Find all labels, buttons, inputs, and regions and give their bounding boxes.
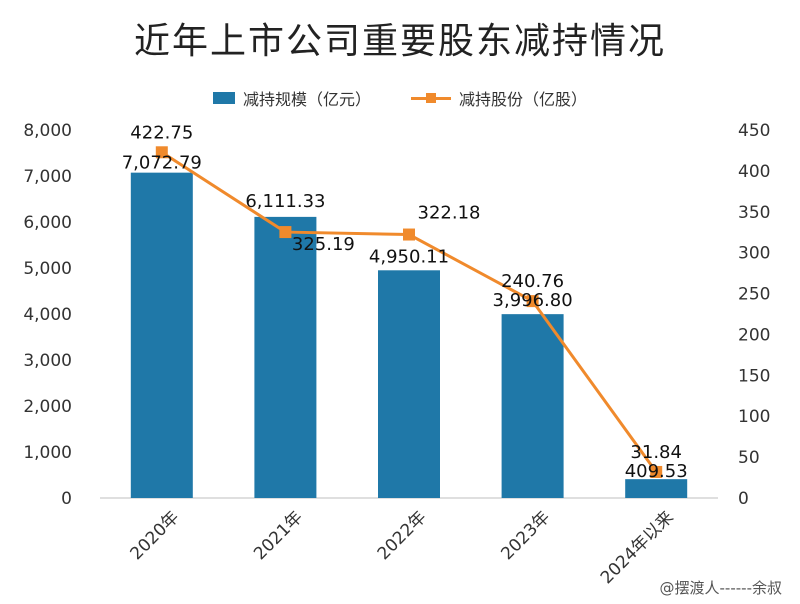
line-point xyxy=(155,146,168,159)
left-tick-label: 4,000 xyxy=(23,305,72,325)
line-point xyxy=(279,226,292,239)
legend-item-line: 减持股份（亿股） xyxy=(411,86,587,110)
category-label: 2022年 xyxy=(374,507,431,564)
bar xyxy=(625,479,688,498)
left-tick-label: 1,000 xyxy=(23,443,72,463)
legend-swatch-bar xyxy=(212,92,235,104)
right-tick-label: 150 xyxy=(738,366,770,386)
legend-label-line: 减持股份（亿股） xyxy=(459,90,588,109)
chart-legend: 减持规模（亿元） 减持股份（亿股） xyxy=(0,86,800,110)
right-tick-label: 400 xyxy=(738,162,770,182)
bar-data-label: 7,072.79 xyxy=(122,153,202,174)
bar xyxy=(130,172,193,498)
category-label: 2023年 xyxy=(497,507,554,564)
right-tick-label: 50 xyxy=(738,448,760,468)
line-data-label: 322.18 xyxy=(418,203,481,224)
bar xyxy=(254,216,317,498)
right-tick-label: 200 xyxy=(738,325,770,345)
bar xyxy=(501,314,564,498)
right-tick-label: 250 xyxy=(738,285,770,305)
line-point xyxy=(403,228,415,241)
bar-data-label: 409.53 xyxy=(625,461,688,482)
bar-data-label: 6,111.33 xyxy=(245,191,325,212)
right-tick-label: 0 xyxy=(738,489,749,509)
line-data-label: 422.75 xyxy=(130,122,193,143)
right-tick-label: 350 xyxy=(738,203,770,223)
chart-title: 近年上市公司重要股东减持情况 xyxy=(133,21,666,62)
left-tick-label: 5,000 xyxy=(23,259,72,279)
right-tick-label: 300 xyxy=(738,244,770,264)
source-watermark: @摆渡人------余叔 xyxy=(659,579,782,597)
legend-swatch-line xyxy=(411,92,451,104)
bar xyxy=(378,270,440,498)
right-tick-label: 450 xyxy=(738,121,770,141)
left-tick-label: 7,000 xyxy=(23,167,72,187)
left-tick-label: 6,000 xyxy=(23,213,72,233)
line-data-label: 240.76 xyxy=(501,271,564,292)
left-tick-label: 8,000 xyxy=(23,121,72,141)
legend-item-bar: 减持规模（亿元） xyxy=(212,86,371,110)
bar-data-label: 3,996.80 xyxy=(493,290,573,311)
line-point xyxy=(650,465,663,478)
line-data-label: 31.84 xyxy=(630,442,682,463)
right-tick-label: 100 xyxy=(738,407,770,427)
line-data-label: 325.19 xyxy=(292,234,355,255)
bar-data-label: 4,950.11 xyxy=(369,246,449,267)
legend-label-bar: 减持规模（亿元） xyxy=(242,90,371,109)
left-tick-label: 3,000 xyxy=(23,351,72,371)
left-tick-label: 0 xyxy=(61,489,72,509)
left-tick-label: 2,000 xyxy=(23,397,72,417)
category-label: 2020年 xyxy=(127,507,184,564)
category-label: 2021年 xyxy=(250,507,307,564)
line-point xyxy=(526,295,539,308)
